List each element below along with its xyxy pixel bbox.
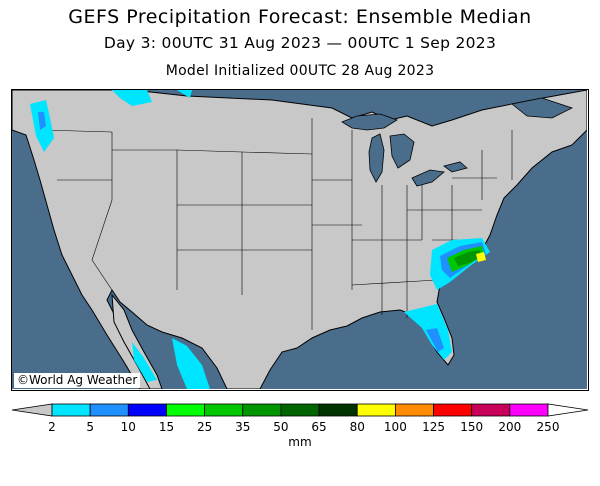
legend-swatch xyxy=(318,403,358,417)
legend-swatch xyxy=(471,403,511,417)
legend-tick-label: 100 xyxy=(383,420,407,434)
precip-mexico xyxy=(132,338,210,389)
legend-tick-label: 10 xyxy=(120,420,136,434)
legend-swatch xyxy=(51,403,91,417)
legend-tick-label: 35 xyxy=(235,420,251,434)
legend-tick-label: 25 xyxy=(196,420,213,434)
credit-label: ©World Ag Weather xyxy=(14,373,141,388)
legend-tick-label: 125 xyxy=(422,420,445,434)
legend-swatch xyxy=(356,403,396,417)
legend-swatch xyxy=(394,403,434,417)
precipitation-map: ©World Ag Weather xyxy=(11,89,589,391)
legend-min-arrow xyxy=(11,403,53,417)
color-scale-legend: 2 5 10 15 25 35 50 65 80 100 125 150 200 250 mm xyxy=(0,400,600,460)
legend-swatch xyxy=(433,403,473,417)
legend-swatch xyxy=(166,403,206,417)
legend-tick-label: 200 xyxy=(498,420,522,434)
legend-swatch xyxy=(89,403,129,417)
legend-tick-label: 2 xyxy=(48,420,56,434)
legend-tick-label: 5 xyxy=(86,420,94,434)
legend-swatch xyxy=(509,403,549,417)
model-init-time: Model Initialized 00UTC 28 Aug 2023 xyxy=(165,63,435,79)
forecast-period: Day 3: 00UTC 31 Aug 2023 — 00UTC 1 Sep 2… xyxy=(103,34,497,52)
color-bar xyxy=(11,403,589,417)
legend-tick-label: 250 xyxy=(536,420,560,434)
legend-tick-label: 15 xyxy=(158,420,175,434)
legend-swatch xyxy=(242,403,282,417)
baja-peninsula xyxy=(111,293,163,389)
legend-tick-label: 80 xyxy=(349,420,365,434)
map-canvas xyxy=(12,90,587,389)
precip-southeast xyxy=(404,238,490,360)
legend-swatch xyxy=(280,403,320,417)
units-label: mm xyxy=(288,435,312,449)
legend-swatch xyxy=(204,403,244,417)
legend-swatch xyxy=(127,403,167,417)
great-lakes xyxy=(341,113,468,187)
map-title: GEFS Precipitation Forecast: Ensemble Me… xyxy=(68,6,532,28)
legend-tick-label: 150 xyxy=(460,420,484,434)
legend-max-arrow xyxy=(547,403,589,417)
canadian-lakes xyxy=(511,97,574,119)
legend-tick-label: 65 xyxy=(311,420,327,434)
state-borders xyxy=(41,118,513,330)
legend-tick-label: 50 xyxy=(273,420,289,434)
precip-west-coast xyxy=(30,90,192,152)
